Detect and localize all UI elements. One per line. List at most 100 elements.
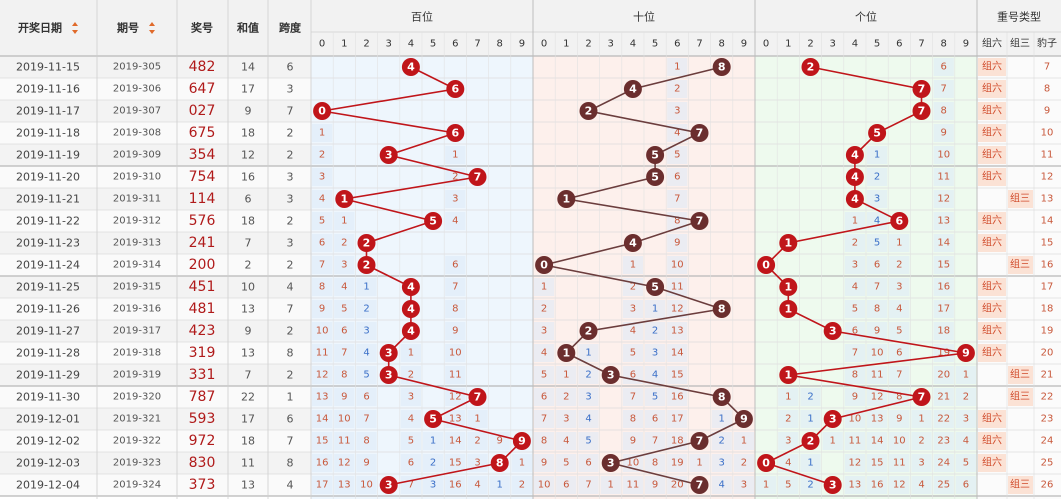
row-background [0, 232, 311, 254]
missing-value: 4 [652, 370, 658, 381]
missing-cell [667, 234, 688, 252]
draw-date: 2019-11-16 [16, 83, 80, 96]
missing-value: 1 [563, 370, 569, 381]
missing-cell [556, 366, 577, 384]
missing-value: 4 [874, 216, 880, 227]
sort-down-icon[interactable] [72, 30, 78, 34]
missing-value: 9 [497, 436, 503, 447]
missing-value: 16 [316, 458, 329, 469]
missing-value: 8 [852, 370, 858, 381]
missing-value: 1 [341, 216, 347, 227]
missing-value: 9 [319, 304, 325, 315]
hundreds-ball-digit: 4 [407, 61, 415, 74]
missing-value: 3 [585, 392, 591, 403]
missing-cell [822, 432, 843, 450]
missing-cell [667, 278, 688, 296]
issue-number: 2019-317 [113, 326, 161, 337]
span-value: 7 [287, 105, 294, 118]
missing-cell [889, 322, 910, 340]
draw-date: 2019-11-27 [16, 325, 80, 338]
missing-cell [733, 432, 754, 450]
missing-cell [312, 388, 333, 406]
missing-value: 3 [563, 414, 569, 425]
missing-value: 2 [341, 238, 347, 249]
missing-cell [867, 234, 888, 252]
span-value: 2 [287, 127, 294, 140]
row-background [0, 452, 311, 474]
prize-number: 481 [189, 301, 216, 317]
header-digit: 6 [896, 39, 902, 50]
leopard-missing: 8 [1044, 84, 1050, 95]
sort-up-icon[interactable] [149, 22, 155, 26]
draw-date: 2019-12-02 [16, 435, 80, 448]
missing-value: 9 [452, 326, 458, 337]
missing-value: 6 [896, 348, 902, 359]
missing-value: 4 [408, 414, 414, 425]
missing-cell [445, 322, 466, 340]
missing-value: 11 [893, 458, 906, 469]
row-background [0, 188, 311, 210]
missing-cell [889, 300, 910, 318]
missing-value: 3 [918, 458, 924, 469]
header-digit: 6 [452, 39, 458, 50]
draw-date: 2019-11-21 [16, 193, 80, 206]
missing-cell [667, 388, 688, 406]
row-background [0, 430, 311, 452]
leopard-missing: 15 [1041, 238, 1054, 249]
missing-cell [445, 454, 466, 472]
tens-ball-digit: 2 [585, 105, 593, 118]
missing-cell [844, 212, 865, 230]
sum-value: 14 [241, 61, 255, 74]
missing-value: 13 [849, 480, 862, 491]
missing-value: 2 [874, 172, 880, 183]
missing-value: 21 [937, 392, 950, 403]
missing-cell [955, 366, 976, 384]
sum-value: 13 [241, 347, 255, 360]
missing-value: 1 [696, 458, 702, 469]
missing-value: 7 [852, 348, 858, 359]
draw-date: 2019-12-01 [16, 413, 80, 426]
missing-value: 1 [519, 458, 525, 469]
missing-cell [667, 256, 688, 274]
missing-cell [334, 256, 355, 274]
row-background [0, 56, 311, 78]
header-issue: 期号 [117, 21, 139, 35]
missing-value: 5 [963, 458, 969, 469]
leopard-missing: 17 [1041, 282, 1054, 293]
missing-value: 6 [674, 172, 680, 183]
missing-cell [489, 476, 510, 494]
issue-number: 2019-312 [113, 216, 161, 227]
missing-cell [933, 322, 954, 340]
missing-cell [312, 476, 333, 494]
missing-value: 4 [630, 326, 636, 337]
sum-value: 22 [241, 391, 255, 404]
missing-cell [778, 388, 799, 406]
missing-cell [867, 388, 888, 406]
missing-cell [889, 366, 910, 384]
missing-value: 1 [807, 414, 813, 425]
missing-cell [867, 256, 888, 274]
units-ball [757, 256, 776, 274]
tens-ball [579, 102, 598, 120]
leopard-missing: 24 [1041, 436, 1054, 447]
units-ball-digit: 5 [873, 127, 881, 140]
hundreds-ball-digit: 4 [407, 325, 415, 338]
missing-value: 6 [408, 458, 414, 469]
missing-value: 24 [937, 458, 950, 469]
missing-value: 4 [563, 436, 569, 447]
missing-value: 10 [360, 480, 373, 491]
sort-down-icon[interactable] [149, 30, 155, 34]
missing-cell [445, 212, 466, 230]
header-digit: 8 [497, 39, 503, 50]
sum-value: 6 [245, 193, 252, 206]
sort-up-icon[interactable] [72, 22, 78, 26]
missing-value: 17 [671, 414, 684, 425]
tens-ball [535, 256, 554, 274]
units-ball [779, 234, 798, 252]
tens-ball [623, 234, 642, 252]
missing-cell [955, 454, 976, 472]
missing-value: 7 [341, 348, 347, 359]
tens-ball-digit: 0 [540, 259, 548, 272]
issue-number: 2019-308 [113, 128, 161, 139]
missing-value: 3 [741, 480, 747, 491]
